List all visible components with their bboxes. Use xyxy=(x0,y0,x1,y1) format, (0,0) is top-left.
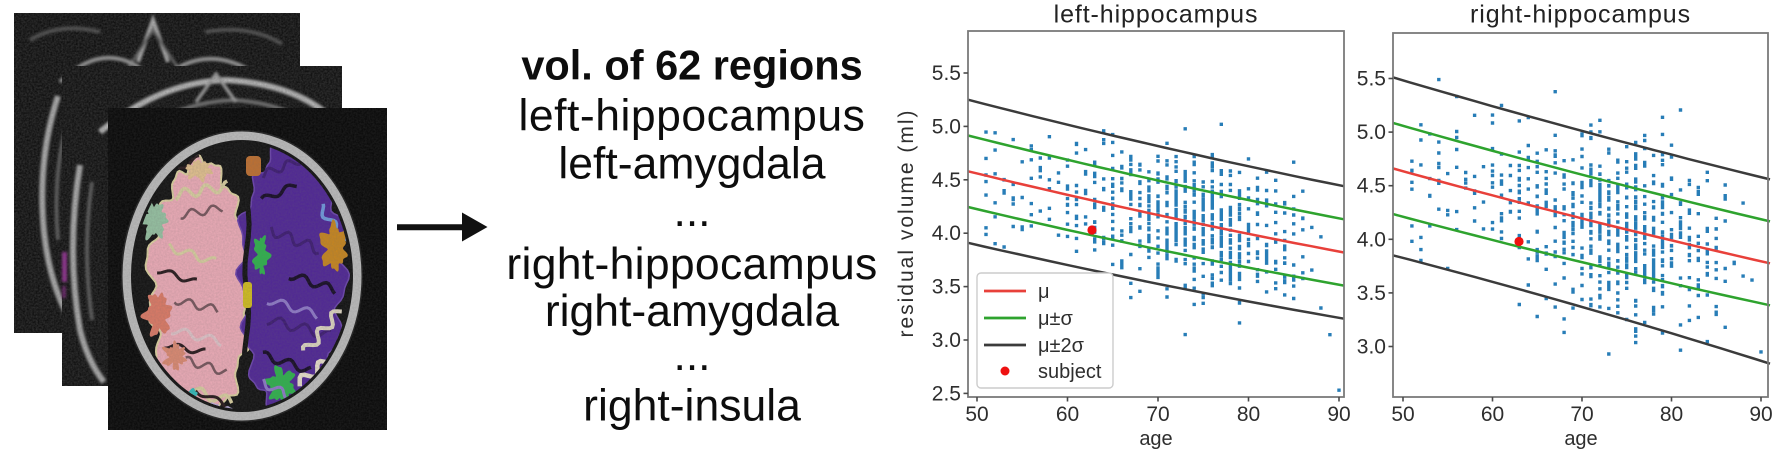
svg-text:60: 60 xyxy=(1056,403,1079,426)
svg-text:50: 50 xyxy=(965,403,988,426)
svg-text:2.5: 2.5 xyxy=(932,382,961,405)
svg-text:80: 80 xyxy=(1237,403,1260,426)
svg-text:70: 70 xyxy=(1570,403,1593,426)
svg-text:90: 90 xyxy=(1749,403,1772,426)
svg-text:5.0: 5.0 xyxy=(932,115,961,138)
svg-text:...: ... xyxy=(673,331,710,380)
svg-text:3.0: 3.0 xyxy=(932,329,961,352)
svg-text:left-hippocampus: left-hippocampus xyxy=(1054,1,1259,29)
svg-text:5.5: 5.5 xyxy=(932,62,961,85)
svg-text:μ±2σ: μ±2σ xyxy=(1038,335,1085,357)
svg-text:4.5: 4.5 xyxy=(932,169,961,192)
svg-text:...: ... xyxy=(673,187,710,236)
svg-text:3.5: 3.5 xyxy=(932,276,961,299)
svg-text:4.5: 4.5 xyxy=(1357,175,1386,198)
svg-text:70: 70 xyxy=(1146,403,1169,426)
svg-text:residual volume (ml): residual volume (ml) xyxy=(895,108,918,337)
svg-text:age: age xyxy=(1564,428,1597,450)
svg-text:right-amygdala: right-amygdala xyxy=(545,287,840,336)
svg-text:right-hippocampus: right-hippocampus xyxy=(1470,1,1691,29)
svg-text:subject: subject xyxy=(1038,361,1102,383)
svg-text:5.5: 5.5 xyxy=(1357,68,1386,91)
svg-text:3.0: 3.0 xyxy=(1357,336,1386,359)
svg-text:vol. of 62 regions: vol. of 62 regions xyxy=(521,42,862,89)
svg-text:90: 90 xyxy=(1327,403,1350,426)
svg-text:μ: μ xyxy=(1038,281,1050,303)
svg-text:80: 80 xyxy=(1660,403,1683,426)
svg-text:50: 50 xyxy=(1391,403,1414,426)
svg-text:age: age xyxy=(1139,428,1172,450)
svg-text:μ±σ: μ±σ xyxy=(1038,308,1074,330)
svg-text:60: 60 xyxy=(1481,403,1504,426)
svg-text:left-amygdala: left-amygdala xyxy=(558,139,825,188)
svg-text:4.0: 4.0 xyxy=(1357,228,1386,251)
svg-text:3.5: 3.5 xyxy=(1357,282,1386,305)
svg-text:5.0: 5.0 xyxy=(1357,121,1386,144)
svg-text:right-insula: right-insula xyxy=(583,382,801,431)
svg-text:4.0: 4.0 xyxy=(932,222,961,245)
svg-text:right-hippocampus: right-hippocampus xyxy=(506,240,877,289)
svg-text:left-hippocampus: left-hippocampus xyxy=(519,92,866,141)
